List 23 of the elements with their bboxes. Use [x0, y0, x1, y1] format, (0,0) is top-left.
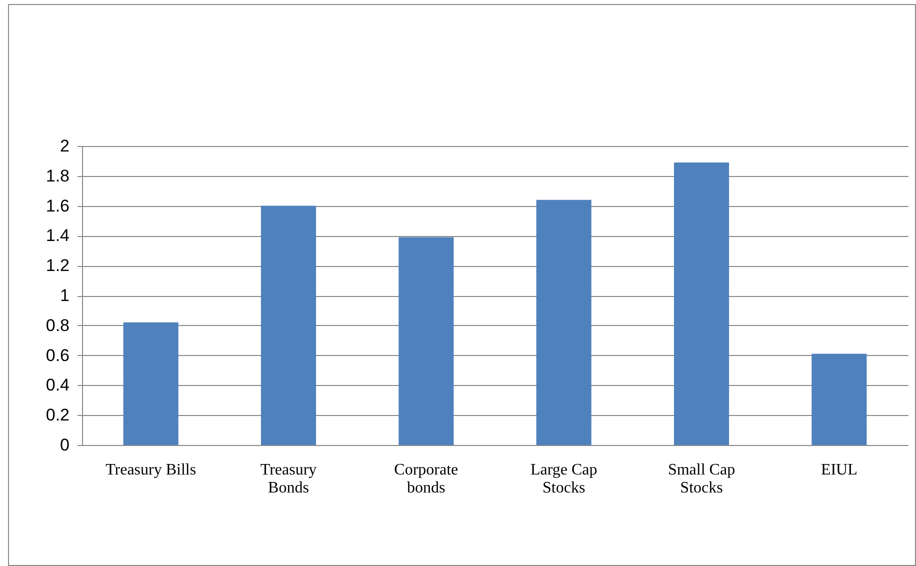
x-tick-label: Small Cap Stocks: [668, 462, 736, 496]
x-tick-label: EIUL: [820, 462, 858, 478]
x-tick-label: Large Cap Stocks: [530, 462, 598, 496]
y-tick-label: 0.2: [46, 406, 70, 425]
y-tick-label: 0: [60, 436, 70, 454]
y-tick-label: 1.4: [46, 226, 70, 246]
x-tick-label: Treasury Bills: [106, 462, 196, 478]
y-tick-label: 1.6: [46, 196, 70, 216]
y-tick-label: 2: [60, 136, 70, 156]
y-tick-label: 0.6: [46, 346, 70, 365]
bar: [536, 200, 592, 445]
bar: [398, 237, 454, 445]
y-tick-label: 0.4: [46, 376, 70, 395]
bar: [260, 206, 316, 445]
y-tick-label: 1: [60, 286, 70, 305]
bar: [812, 354, 867, 445]
x-tick-label: Treasury Bonds: [260, 462, 317, 496]
y-tick-label: 0.8: [46, 316, 70, 335]
y-tick-label: 1.8: [46, 166, 70, 186]
y-tick-label: 1.2: [46, 256, 70, 276]
bar: [674, 162, 730, 445]
bar: [123, 322, 178, 445]
x-tick-label: Corporate bonds: [394, 462, 458, 496]
